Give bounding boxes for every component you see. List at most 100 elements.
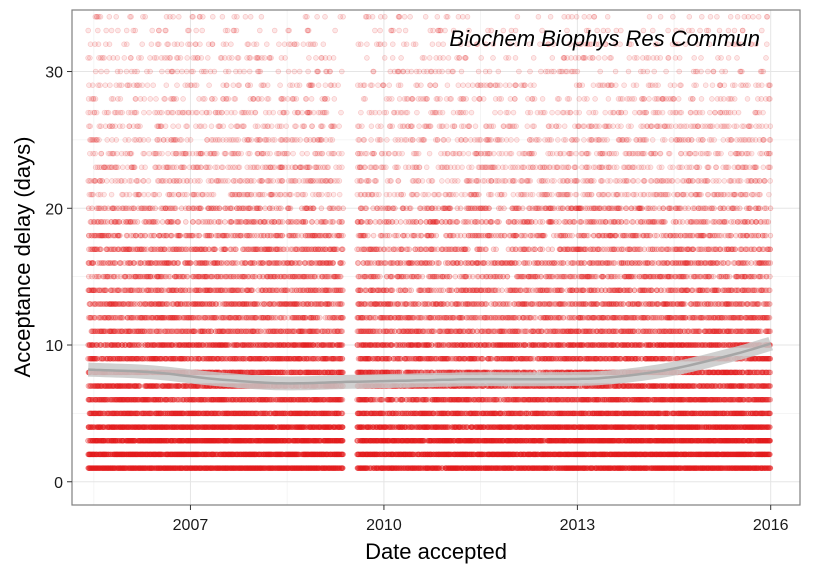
data-point <box>85 260 92 266</box>
data-point <box>138 55 144 61</box>
data-point <box>113 14 119 20</box>
data-point <box>137 383 143 389</box>
data-point <box>90 355 96 362</box>
data-point <box>90 396 96 403</box>
data-point <box>188 260 194 266</box>
data-point <box>92 355 98 362</box>
minor-gridlines <box>72 10 800 505</box>
data-point <box>92 96 99 102</box>
data-point <box>139 41 145 47</box>
data-point <box>88 137 94 143</box>
data-point <box>114 55 121 61</box>
data-point <box>88 383 95 389</box>
data-point <box>272 137 278 143</box>
data-point <box>86 342 93 348</box>
data-point <box>206 82 212 88</box>
data-point <box>102 82 109 88</box>
data-point <box>98 246 104 253</box>
data-point <box>247 150 253 157</box>
data-point <box>92 410 99 417</box>
data-point <box>91 383 98 389</box>
data-point <box>252 109 259 116</box>
data-point <box>91 178 98 184</box>
data-point <box>90 410 97 417</box>
data-point <box>113 137 120 143</box>
data-point <box>85 260 92 266</box>
data-point <box>98 150 105 157</box>
data-point <box>268 123 275 129</box>
data-point <box>264 41 270 47</box>
data-point <box>170 68 176 75</box>
data-point <box>163 27 169 34</box>
data-point <box>91 232 97 239</box>
data-point <box>89 246 96 253</box>
data-point <box>210 191 217 198</box>
data-point <box>107 82 113 88</box>
data-point <box>190 219 196 225</box>
data-point <box>247 55 254 61</box>
data-point <box>257 205 263 212</box>
data-point <box>90 314 97 321</box>
data-point <box>199 27 205 34</box>
data-point <box>104 68 110 75</box>
data-point <box>232 96 239 102</box>
data-point <box>89 328 95 335</box>
data-point <box>132 164 138 171</box>
data-point <box>140 178 147 184</box>
data-point <box>89 232 95 239</box>
data-point <box>87 355 94 362</box>
data-point <box>119 164 126 171</box>
data-point <box>270 109 276 116</box>
data-point <box>92 14 99 20</box>
data-point <box>87 123 93 129</box>
data-point <box>103 27 109 34</box>
data-point <box>176 14 182 20</box>
data-point <box>259 178 266 184</box>
data-point <box>93 109 100 116</box>
data-point <box>250 287 256 294</box>
data-point <box>88 410 94 417</box>
data-point <box>172 205 179 212</box>
data-point <box>87 342 93 348</box>
data-point <box>153 55 160 61</box>
data-point <box>184 191 190 198</box>
data-point <box>89 287 96 294</box>
data-point <box>90 96 97 102</box>
data-point <box>87 219 94 225</box>
data-point <box>165 150 171 157</box>
data-point <box>149 27 155 34</box>
data-point <box>183 68 190 75</box>
data-point <box>142 14 148 20</box>
data-point <box>87 137 93 143</box>
data-point <box>108 191 115 198</box>
data-point <box>184 273 191 280</box>
data-point <box>177 55 184 61</box>
data-point <box>86 396 93 403</box>
data-point <box>242 14 249 20</box>
data-point <box>145 191 151 198</box>
data-point <box>87 396 94 403</box>
data-point <box>170 109 176 116</box>
data-point <box>90 150 96 157</box>
data-point <box>151 232 158 239</box>
data-point <box>92 287 99 294</box>
data-point <box>85 287 91 294</box>
data-point <box>258 14 265 20</box>
data-point <box>90 219 97 225</box>
data-point <box>104 178 110 184</box>
data-point <box>85 96 92 102</box>
data-point <box>93 342 100 348</box>
data-point <box>235 137 242 143</box>
data-point <box>145 178 152 184</box>
data-point <box>92 396 99 403</box>
data-point <box>92 396 99 403</box>
data-point <box>85 396 92 403</box>
data-point <box>91 287 98 294</box>
data-point <box>86 232 92 239</box>
data-point <box>85 342 91 348</box>
data-point <box>196 232 203 239</box>
data-point <box>101 55 107 61</box>
data-point <box>91 355 98 362</box>
